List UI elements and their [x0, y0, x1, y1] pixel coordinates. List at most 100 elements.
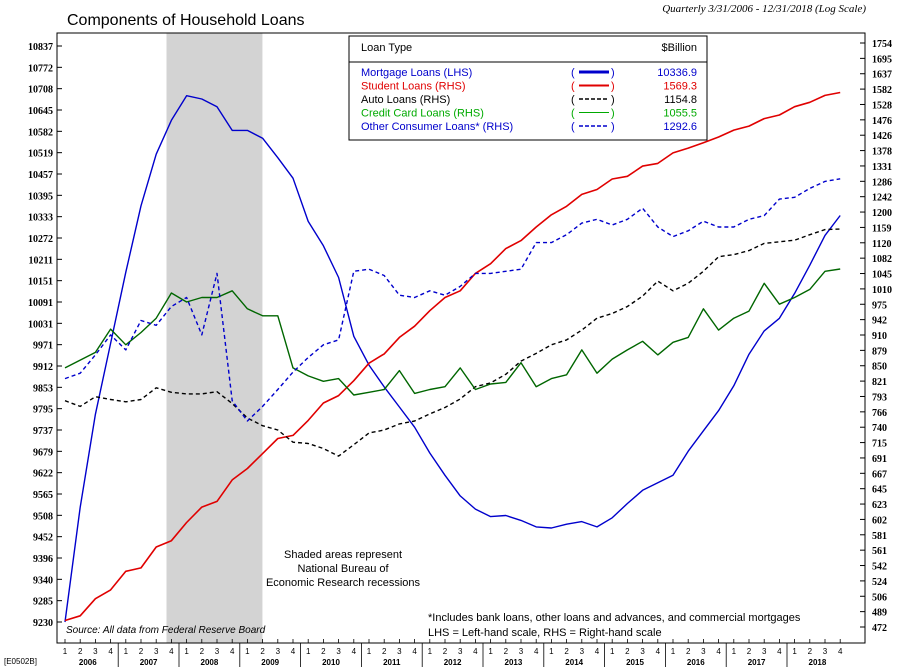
- right-tick-label: 472: [872, 623, 887, 634]
- quarter-label: 2: [443, 647, 448, 656]
- right-tick-label: 942: [872, 316, 887, 327]
- quarter-label: 4: [716, 647, 721, 656]
- left-tick-label: 9396: [33, 554, 53, 565]
- quarter-label: 1: [549, 647, 554, 656]
- left-tick-label: 9285: [33, 597, 53, 608]
- legend-paren-close: ): [611, 108, 615, 120]
- right-tick-label: 879: [872, 346, 887, 357]
- left-tick-label: 10333: [28, 213, 53, 224]
- quarter-label: 1: [124, 647, 129, 656]
- footnote-scales: LHS = Left-hand scale, RHS = Right-hand …: [428, 627, 662, 639]
- right-tick-label: 691: [872, 454, 887, 465]
- right-tick-label: 1045: [872, 270, 892, 281]
- chart-title: Components of Household Loans: [67, 12, 305, 29]
- quarter-label: 3: [276, 647, 281, 656]
- quarter-label: 1: [428, 647, 433, 656]
- quarter-label: 4: [838, 647, 843, 656]
- right-tick-label: 1582: [872, 85, 892, 96]
- quarter-label: 3: [762, 647, 767, 656]
- quarter-label: 2: [78, 647, 83, 656]
- legend-paren-open: (: [571, 67, 575, 79]
- left-tick-label: 9853: [33, 383, 53, 394]
- quarter-label: 4: [291, 647, 296, 656]
- quarter-label: 3: [823, 647, 828, 656]
- year-label: 2007: [140, 658, 158, 667]
- left-tick-label: 10519: [28, 149, 53, 160]
- legend-paren-open: (: [571, 108, 575, 120]
- quarter-label: 3: [640, 647, 645, 656]
- left-tick-label: 9795: [33, 405, 53, 416]
- right-tick-label: 1754: [872, 39, 892, 50]
- quarter-label: 4: [656, 647, 661, 656]
- legend-entry-label: Mortgage Loans (LHS): [361, 67, 472, 79]
- left-tick-label: 9230: [33, 618, 53, 629]
- left-tick-label: 10837: [28, 42, 53, 53]
- quarter-label: 2: [200, 647, 205, 656]
- legend-box: [348, 35, 708, 141]
- quarter-label: 3: [580, 647, 585, 656]
- right-tick-label: 975: [872, 300, 887, 311]
- quarter-label: 2: [382, 647, 387, 656]
- left-tick-label: 10582: [28, 127, 53, 138]
- recession-band: [166, 33, 263, 643]
- quarter-label: 4: [108, 647, 113, 656]
- recession-note-line-2: National Bureau of: [297, 563, 389, 575]
- legend-entry-value: 1292.6: [663, 121, 697, 133]
- quarter-label: 1: [306, 647, 311, 656]
- quarter-label: 1: [671, 647, 676, 656]
- quarter-label: 4: [595, 647, 600, 656]
- left-tick-label: 10211: [29, 255, 53, 266]
- quarter-label: 1: [184, 647, 189, 656]
- quarter-label: 3: [154, 647, 159, 656]
- left-tick-label: 9565: [33, 490, 53, 501]
- left-tick-label: 10645: [28, 106, 53, 117]
- series-line-auto-loans-rhs: [64, 228, 841, 457]
- left-tick-label: 10772: [28, 63, 53, 74]
- legend-entry-label: Auto Loans (RHS): [361, 94, 450, 106]
- left-tick-label: 9912: [33, 362, 53, 373]
- right-tick-label: 1378: [872, 147, 892, 158]
- legend-paren-close: ): [611, 81, 615, 93]
- legend-paren-open: (: [571, 81, 575, 93]
- quarter-label: 1: [610, 647, 615, 656]
- quarter-label: 3: [397, 647, 402, 656]
- right-tick-label: 602: [872, 515, 887, 526]
- right-tick-label: 1242: [872, 193, 892, 204]
- quarter-label: 4: [777, 647, 782, 656]
- right-tick-label: 1426: [872, 131, 892, 142]
- right-tick-label: 489: [872, 608, 887, 619]
- left-tick-label: 9452: [33, 533, 53, 544]
- quarter-label: 1: [245, 647, 250, 656]
- legend-paren-close: ): [611, 94, 615, 106]
- right-tick-label: 645: [872, 485, 887, 496]
- quarter-label: 2: [808, 647, 813, 656]
- right-tick-label: 667: [872, 469, 887, 480]
- right-tick-label: 740: [872, 423, 887, 434]
- quarter-label: 4: [412, 647, 417, 656]
- right-tick-label: 623: [872, 500, 887, 511]
- right-tick-label: 581: [872, 531, 887, 542]
- legend-header-type: Loan Type: [361, 42, 412, 54]
- left-tick-label: 9679: [33, 447, 53, 458]
- legend-entry-label: Other Consumer Loans* (RHS): [361, 121, 513, 133]
- left-tick-label: 9737: [33, 426, 53, 437]
- plot-frame: [56, 32, 866, 644]
- quarter-label: 4: [473, 647, 478, 656]
- right-tick-label: 561: [872, 546, 887, 557]
- legend-paren-close: ): [611, 67, 615, 79]
- right-tick-label: 1010: [872, 285, 892, 296]
- quarter-label: 1: [792, 647, 797, 656]
- left-tick-label: 10031: [28, 319, 53, 330]
- left-tick-label: 9508: [33, 511, 53, 522]
- year-label: 2008: [201, 658, 219, 667]
- quarter-label: 2: [260, 647, 265, 656]
- year-label: 2013: [505, 658, 523, 667]
- legend-entry-label: Student Loans (RHS): [361, 81, 466, 93]
- right-tick-label: 715: [872, 439, 887, 450]
- legend-entry-label: Credit Card Loans (RHS): [361, 108, 484, 120]
- quarter-label: 1: [488, 647, 493, 656]
- quarter-label: 4: [352, 647, 357, 656]
- right-tick-label: 1082: [872, 254, 892, 265]
- series-line-other-consumer-loans-rhs: [64, 178, 841, 422]
- legend-header-value: $Billion: [662, 42, 697, 54]
